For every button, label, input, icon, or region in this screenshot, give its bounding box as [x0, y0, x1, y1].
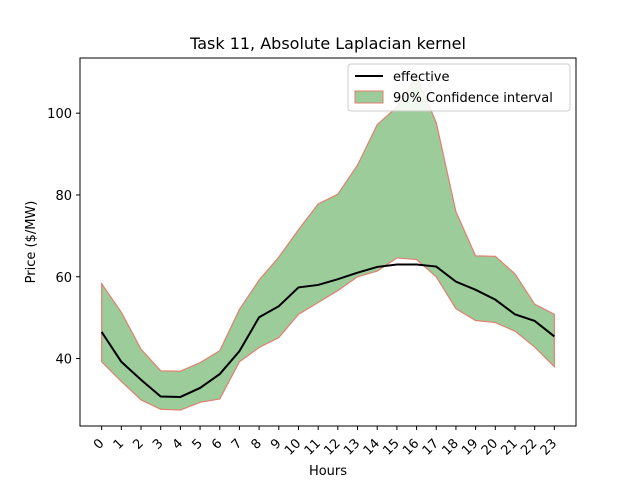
- series-line-layer: [100, 263, 555, 398]
- chart-title: Task 11, Absolute Laplacian kernel: [189, 34, 466, 53]
- confidence-band-area: [101, 75, 555, 411]
- legend-entry-effective: effective: [393, 70, 450, 85]
- y-tick-label: 80: [55, 189, 72, 204]
- legend: effective 90% Confidence interval: [347, 63, 571, 112]
- y-tick-label: 60: [55, 271, 72, 286]
- y-tick-label: 40: [55, 353, 72, 368]
- y-axis-label: Price ($/MW): [24, 201, 39, 284]
- confidence-band-layer: [101, 75, 555, 411]
- x-axis-label: Hours: [309, 464, 347, 479]
- y-tick-label: 100: [47, 107, 72, 122]
- series-line-effective: [100, 263, 555, 398]
- legend-box: [347, 63, 571, 112]
- plot-area-frame: [79, 57, 577, 427]
- legend-band-swatch: [354, 90, 384, 104]
- y-axis-ticks: 40 60 80 100: [47, 107, 80, 368]
- legend-entry-confidence: 90% Confidence interval: [393, 91, 553, 106]
